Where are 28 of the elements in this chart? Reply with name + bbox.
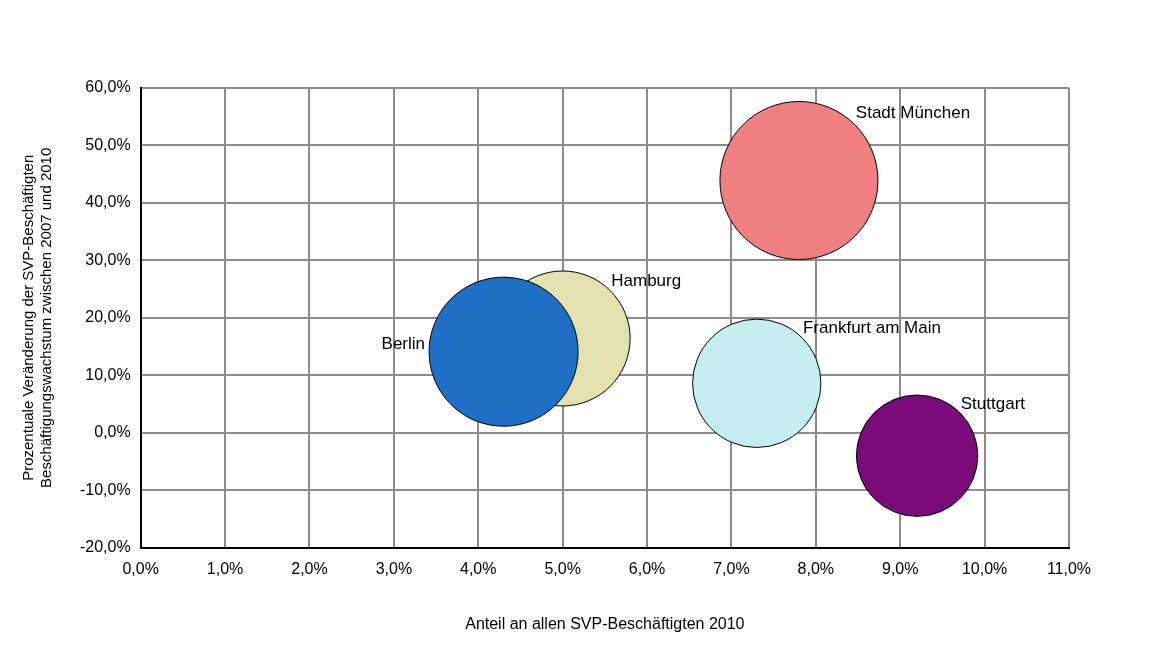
y-axis-title: Prozentuale Veränderung der SVP-Beschäftigten Beschäftigungswachstum zwischen 2007 und 2010 [19, 147, 55, 488]
series-label: Stuttgart [960, 393, 1026, 413]
series-label: Frankfurt am Main [802, 318, 941, 338]
x-tick-label: 6,0% [628, 559, 666, 577]
x-tick-label: 5,0% [544, 559, 581, 577]
x-axis-title: Anteil an allen SVP-Beschäftigten 2010 [465, 614, 745, 632]
x-tick-label: 9,0% [881, 559, 919, 577]
y-tick-label: 50,0% [85, 135, 131, 153]
y-tick-label: 30,0% [85, 250, 131, 268]
x-tick-label: 3,0% [375, 559, 413, 577]
x-tick-label: 10,0% [961, 559, 1008, 577]
x-tick-label: 0,0% [122, 559, 159, 577]
y-tick-label: -20,0% [79, 538, 131, 556]
x-tick-label: 2,0% [291, 559, 328, 577]
x-tick-label: 11,0% [1046, 559, 1092, 577]
series-label: Hamburg [611, 270, 682, 290]
y-tick-label: 10,0% [85, 365, 131, 383]
series-label: Berlin [381, 333, 426, 353]
y-tick-label: -10,0% [79, 480, 131, 498]
series-label: Stadt München [855, 103, 971, 123]
y-tick-label: 60,0% [85, 78, 131, 96]
y-tick-label: 20,0% [85, 308, 131, 326]
x-tick-label: 8,0% [797, 559, 835, 577]
y-tick-label: 0,0% [94, 423, 131, 441]
x-tick-label: 7,0% [713, 559, 750, 577]
x-tick-label: 1,0% [206, 559, 244, 577]
x-tick-label: 4,0% [460, 559, 497, 577]
y-tick-label: 40,0% [85, 193, 131, 211]
